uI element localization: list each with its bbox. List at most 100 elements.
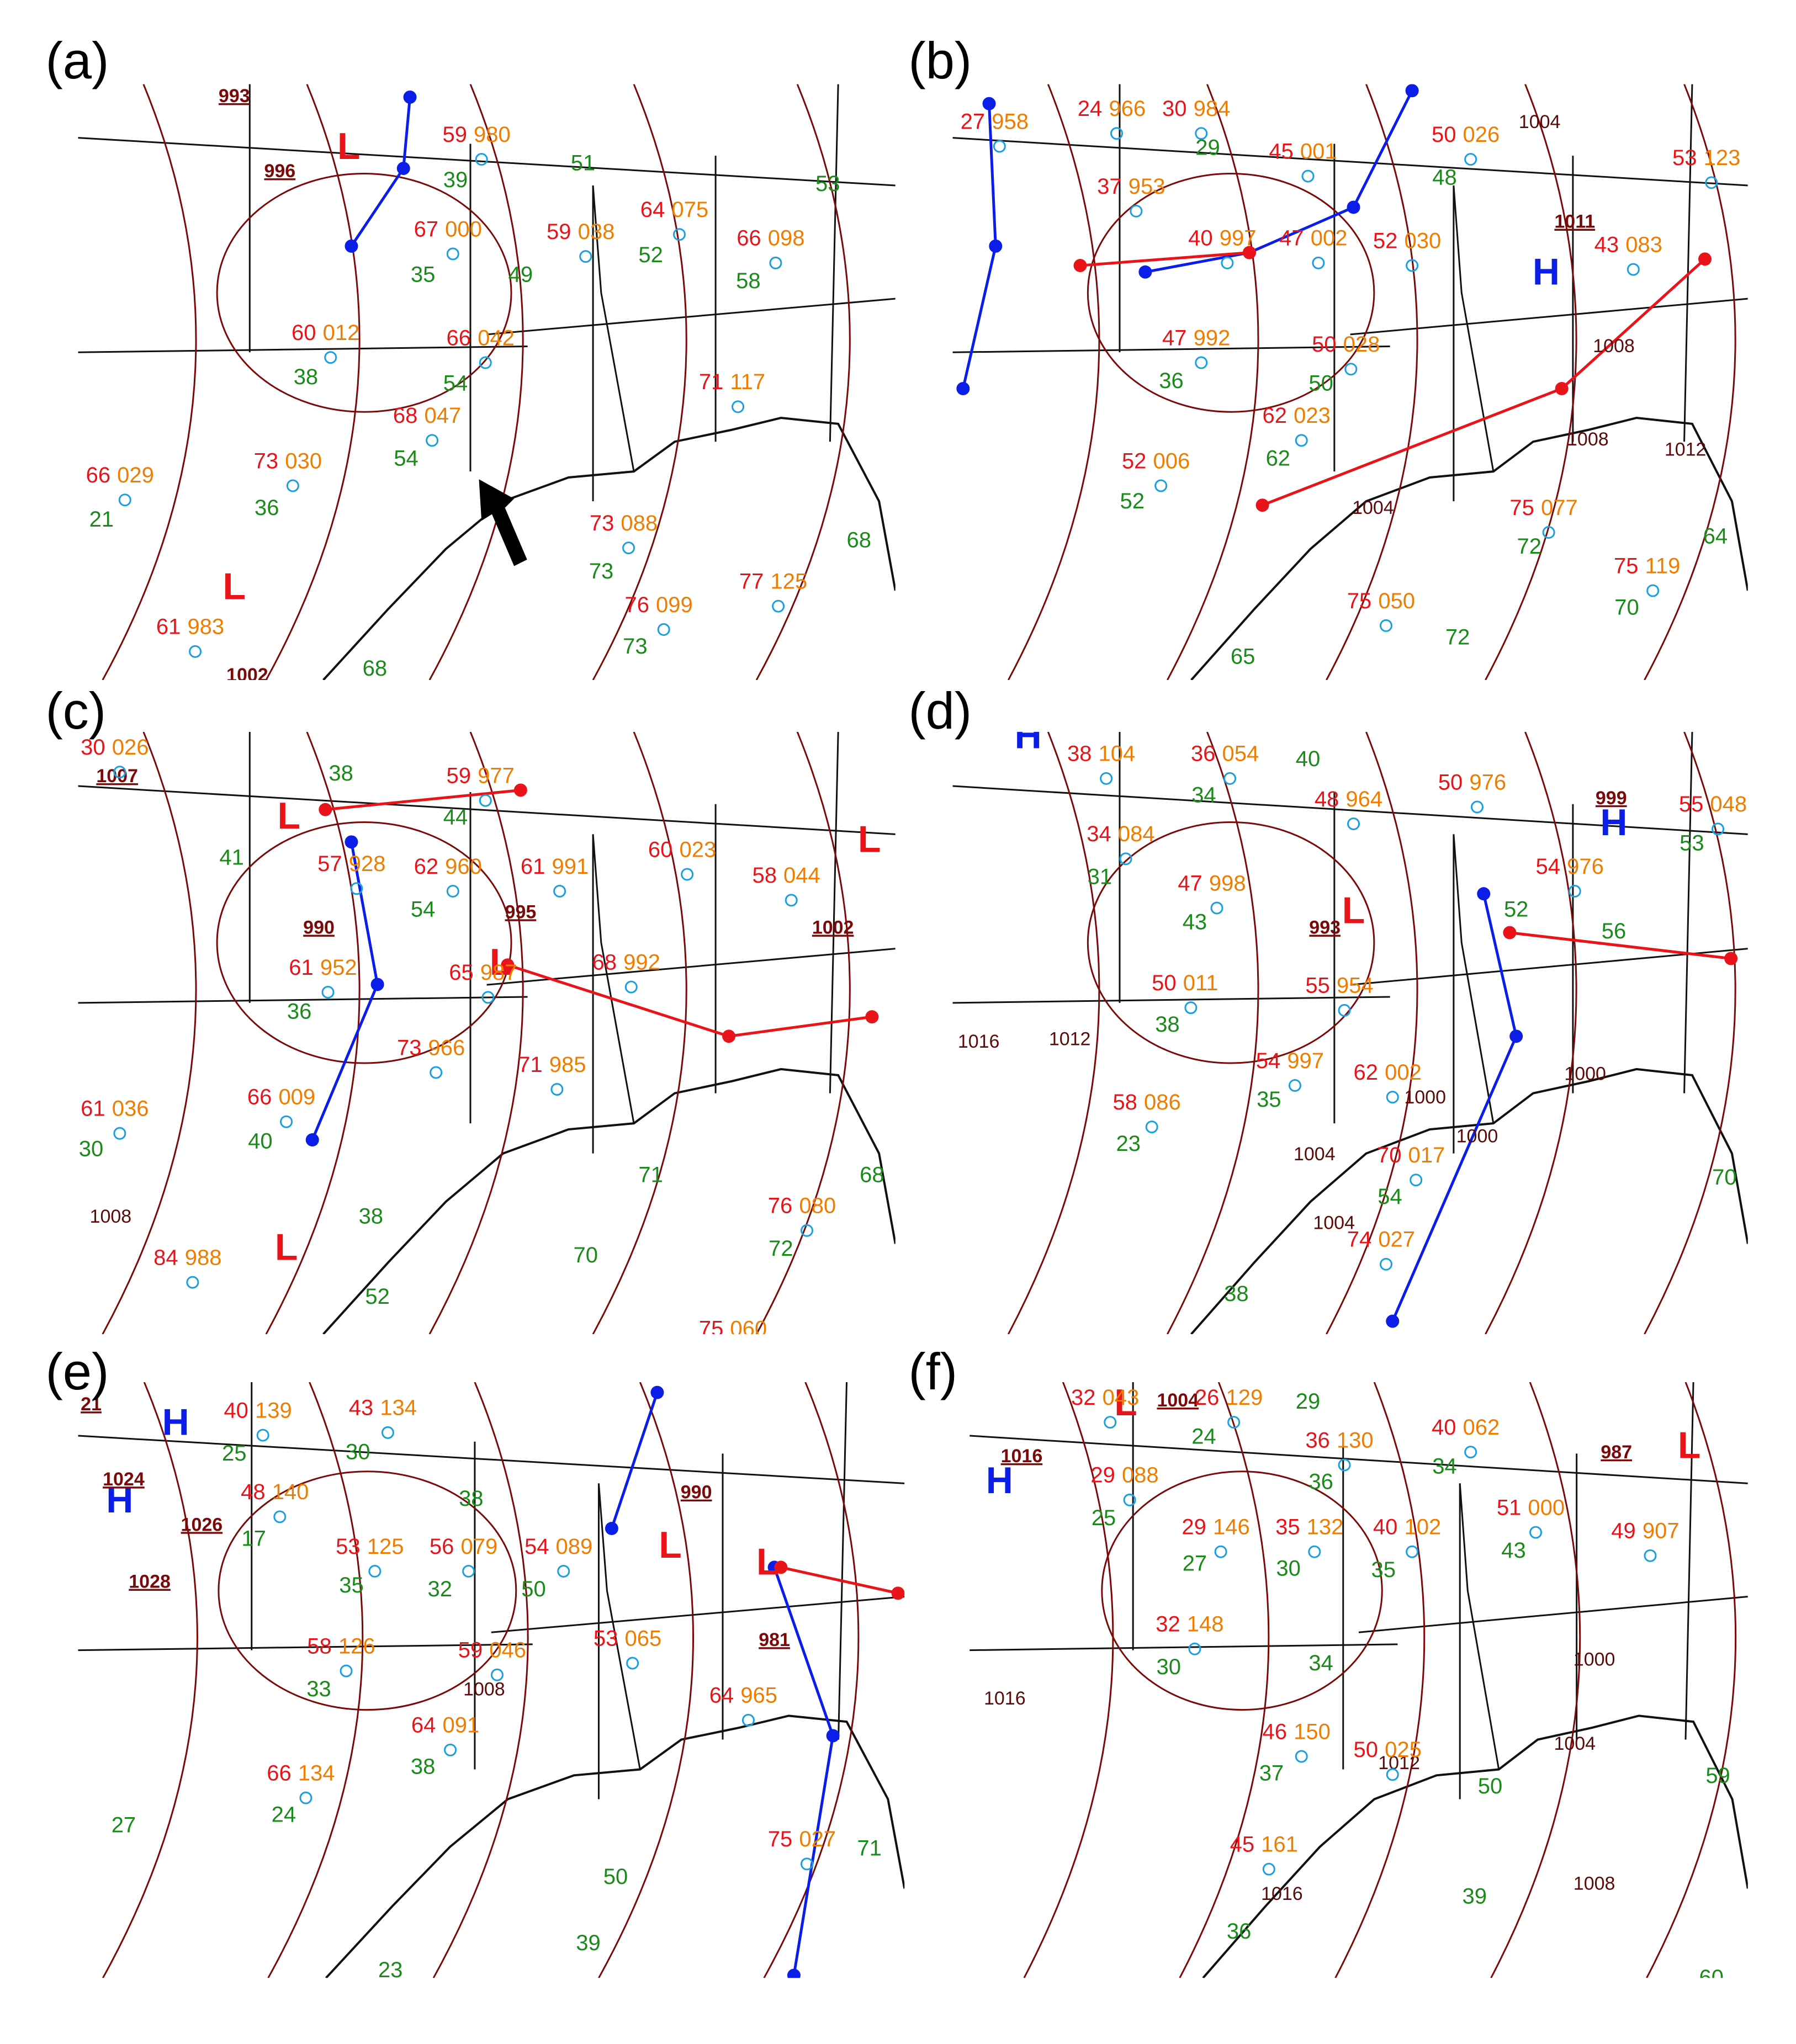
isobar — [102, 731, 197, 1335]
station-circle — [732, 400, 745, 413]
temperature: 59 — [442, 123, 467, 147]
temperature: 73 — [254, 449, 279, 473]
panel-label: (f) — [908, 1342, 957, 1400]
isobar — [218, 1470, 517, 1711]
dewpoint: 53 — [815, 172, 840, 196]
station-circle — [681, 868, 694, 881]
pressure-center: L — [1114, 1382, 1137, 1424]
station-circle — [1123, 1493, 1136, 1506]
temperature: 62 — [414, 854, 439, 879]
pressure-center: H — [1600, 801, 1627, 843]
temperature: 34 — [1087, 822, 1111, 846]
front — [1509, 931, 1731, 960]
front-symbol — [396, 162, 410, 176]
isobar — [1087, 821, 1375, 1064]
front-symbol — [1347, 200, 1360, 214]
dewpoint: 73 — [623, 634, 648, 659]
isobar — [1326, 84, 1418, 680]
front-symbol — [1405, 84, 1419, 98]
state-border — [486, 298, 896, 336]
temperature: 61 — [521, 854, 545, 879]
pressure-code: 998 — [1209, 871, 1246, 895]
pressure-center: H — [106, 1479, 133, 1521]
dewpoint: 40 — [1296, 747, 1321, 771]
temperature: 55 — [1305, 974, 1330, 998]
station-circle — [1406, 1545, 1419, 1558]
temperature: 53 — [336, 1535, 361, 1559]
central-pressure: 990 — [681, 1482, 712, 1503]
pressure-center: L — [659, 1524, 682, 1566]
station-circle — [785, 894, 798, 907]
state-border — [78, 996, 528, 1004]
pressure-code: 119 — [1645, 554, 1681, 578]
dewpoint: 53 — [1680, 831, 1704, 856]
dewpoint: 52 — [365, 1284, 390, 1309]
temperature: 53 — [1672, 146, 1697, 170]
dewpoint: 38 — [294, 365, 319, 389]
dewpoint: 54 — [443, 371, 468, 396]
isobar — [1485, 731, 1577, 1335]
temperature: 61 — [81, 1097, 105, 1121]
dewpoint: 60 — [1699, 1966, 1724, 1990]
state-border — [838, 1382, 848, 1740]
temperature: 67 — [414, 217, 439, 241]
river — [597, 1483, 641, 1770]
temperature: 47 — [1279, 226, 1304, 251]
dewpoint: 50 — [603, 1865, 628, 1889]
front-symbol — [1555, 381, 1569, 395]
station-circle — [481, 991, 495, 1004]
panel-background — [78, 84, 896, 680]
pressure-code: 077 — [1541, 496, 1578, 520]
panel-background — [969, 1382, 1748, 1978]
pressure-code: 928 — [349, 852, 386, 876]
coastline — [325, 1714, 905, 1978]
pressure-code: 966 — [428, 1036, 465, 1060]
central-pressure: 1002 — [812, 917, 854, 938]
dewpoint: 40 — [248, 1129, 273, 1153]
front-symbol — [345, 239, 358, 253]
temperature: 59 — [547, 220, 571, 244]
pressure-code: 011 — [1183, 971, 1218, 995]
station-circle — [1568, 884, 1581, 898]
dewpoint: 38 — [411, 1755, 436, 1779]
station-circle — [1223, 772, 1237, 785]
central-pressure: 1024 — [103, 1469, 145, 1490]
dewpoint: 50 — [1478, 1774, 1503, 1798]
central-pressure: 981 — [759, 1629, 790, 1650]
temperature: 50 — [1432, 123, 1456, 147]
pressure-code: 060 — [730, 1317, 767, 1341]
station-circle — [350, 882, 363, 895]
dewpoint: 21 — [89, 507, 114, 532]
dewpoint: 38 — [459, 1486, 484, 1511]
temperature: 26 — [1195, 1385, 1220, 1410]
isobar — [1644, 731, 1736, 1335]
isobar — [1644, 84, 1736, 680]
state-border — [952, 345, 1390, 353]
station-circle — [1646, 584, 1660, 597]
front-symbol — [891, 1586, 905, 1600]
pressure-code: 054 — [1222, 742, 1259, 766]
station-circle — [1347, 817, 1360, 830]
temperature: 66 — [247, 1085, 272, 1109]
isobar — [592, 84, 687, 680]
pressure-code: 012 — [323, 321, 360, 345]
dewpoint: 35 — [1257, 1087, 1281, 1112]
dewpoint: 52 — [1504, 897, 1529, 921]
temperature: 46 — [1263, 1719, 1288, 1744]
river — [1453, 185, 1495, 472]
dewpoint: 25 — [1092, 1506, 1116, 1530]
pressure-code: 161 — [1261, 1833, 1298, 1857]
temperature: 75 — [1347, 589, 1372, 613]
temperature: 52 — [1373, 229, 1398, 253]
front — [780, 1565, 899, 1595]
pressure-code: 088 — [621, 511, 658, 535]
temperature: 49 — [1611, 1519, 1636, 1543]
temperature: 84 — [153, 1245, 178, 1270]
pressure-code: 088 — [1122, 1463, 1159, 1488]
station-circle — [1344, 363, 1358, 376]
isobar-label: 1000 — [1564, 1064, 1606, 1085]
station-circle — [1184, 1001, 1198, 1015]
station-circle — [1386, 1091, 1399, 1104]
station-circle — [657, 623, 670, 636]
station-circle — [479, 356, 492, 369]
